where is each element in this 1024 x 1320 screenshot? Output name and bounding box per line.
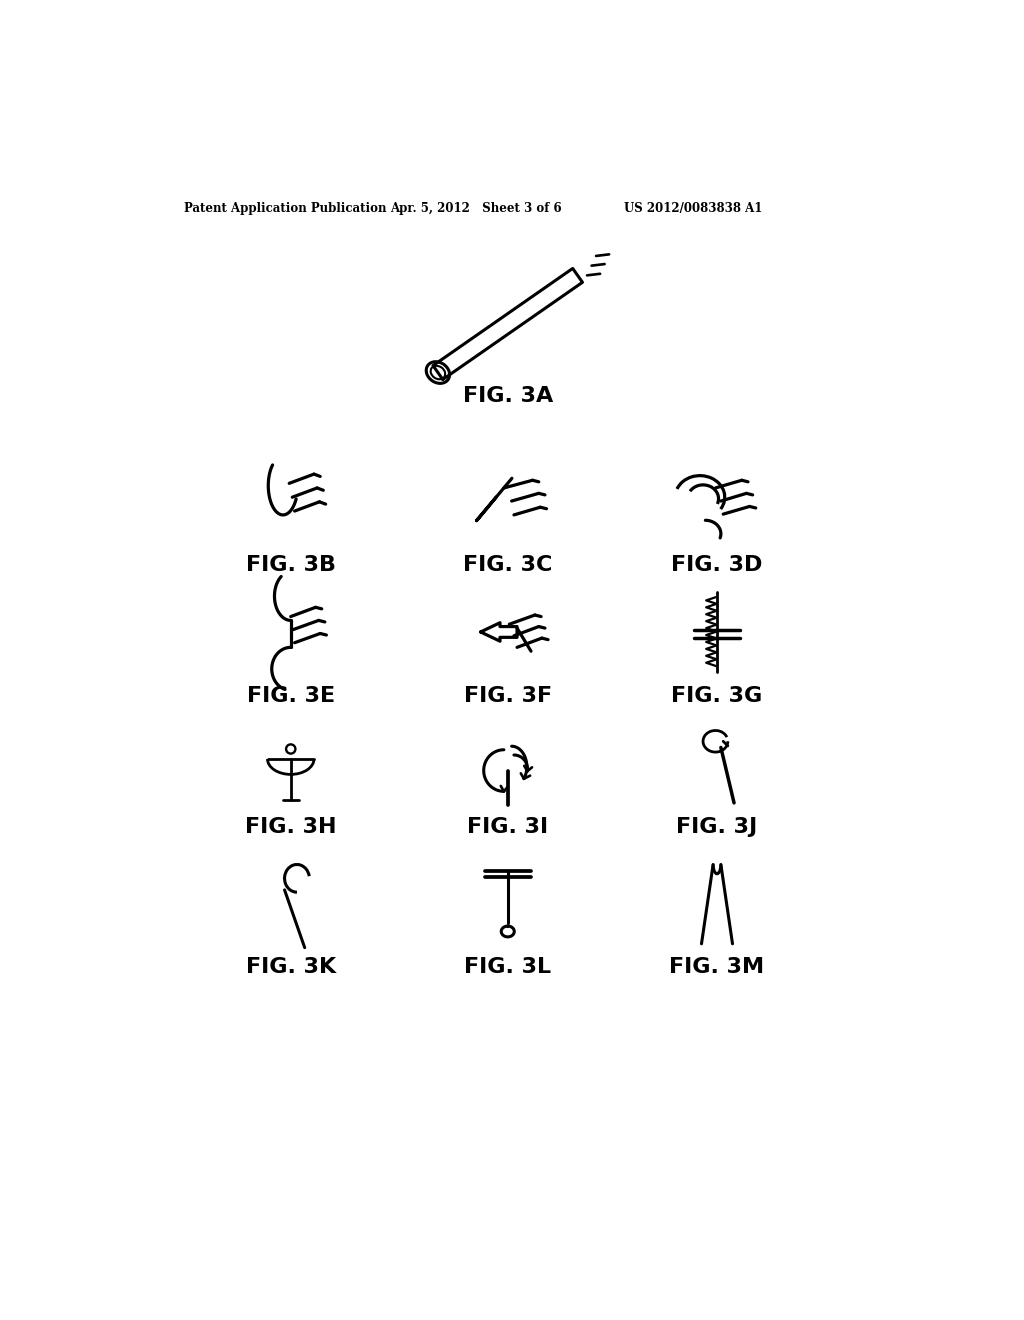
Text: US 2012/0083838 A1: US 2012/0083838 A1 — [624, 202, 763, 215]
Text: FIG. 3A: FIG. 3A — [463, 385, 553, 405]
Text: FIG. 3C: FIG. 3C — [463, 554, 552, 576]
Text: FIG. 3E: FIG. 3E — [247, 686, 335, 706]
Text: FIG. 3G: FIG. 3G — [672, 686, 763, 706]
Ellipse shape — [426, 362, 450, 383]
Text: FIG. 3B: FIG. 3B — [246, 554, 336, 576]
Circle shape — [286, 744, 295, 754]
Text: FIG. 3M: FIG. 3M — [670, 957, 765, 977]
Ellipse shape — [431, 366, 445, 379]
Text: FIG. 3J: FIG. 3J — [677, 817, 758, 837]
Text: FIG. 3D: FIG. 3D — [672, 554, 763, 576]
Text: FIG. 3K: FIG. 3K — [246, 957, 336, 977]
Text: FIG. 3L: FIG. 3L — [464, 957, 551, 977]
Text: FIG. 3I: FIG. 3I — [467, 817, 548, 837]
Text: FIG. 3F: FIG. 3F — [464, 686, 552, 706]
Text: Apr. 5, 2012   Sheet 3 of 6: Apr. 5, 2012 Sheet 3 of 6 — [390, 202, 561, 215]
Text: FIG. 3H: FIG. 3H — [245, 817, 337, 837]
Text: Patent Application Publication: Patent Application Publication — [183, 202, 386, 215]
